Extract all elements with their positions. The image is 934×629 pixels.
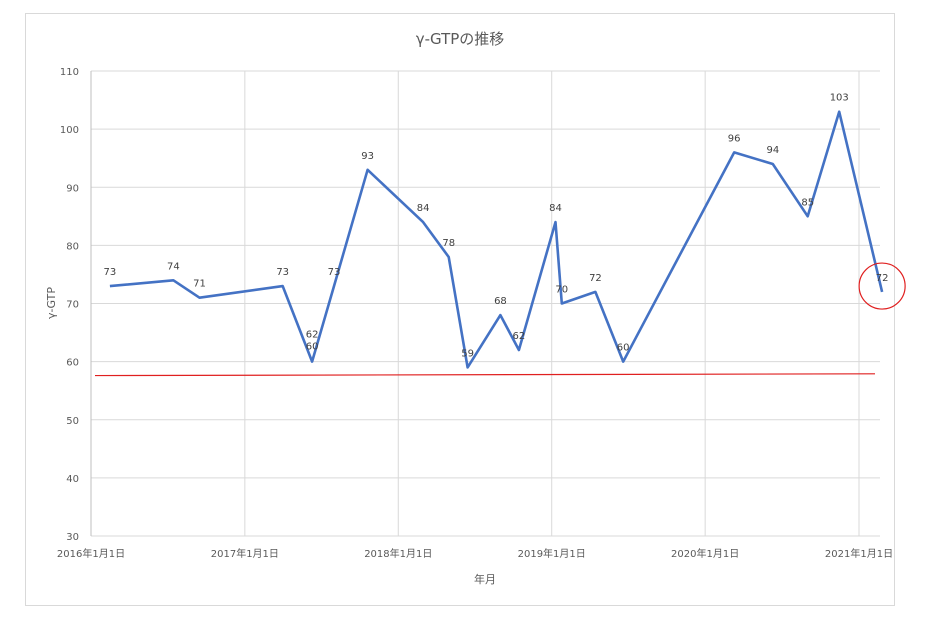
data-label: 73 — [276, 267, 289, 278]
data-label: 94 — [766, 145, 779, 156]
data-label: 103 — [830, 93, 849, 104]
data-label: 78 — [442, 238, 455, 249]
data-label: 60 — [617, 343, 630, 354]
y-tick-labels: 30 40 50 60 70 80 90 100 110 — [60, 67, 79, 543]
y-tick-label: 110 — [60, 67, 79, 78]
x-tick-label: 2017年1月1日 — [211, 547, 279, 560]
x-tick-labels: 2016年1月1日 2017年1月1日 2018年1月1日 2019年1月1日 2020… — [57, 547, 893, 560]
data-label: 96 — [728, 133, 741, 144]
series-group — [109, 110, 884, 369]
data-label: 73 — [328, 267, 341, 278]
data-label: 59 — [461, 348, 474, 359]
highlight-circle — [858, 262, 906, 310]
x-axis-label: 年月 — [474, 572, 496, 586]
data-label: 84 — [549, 203, 562, 214]
series-line — [109, 110, 884, 369]
y-tick-label: 60 — [66, 358, 79, 369]
data-label: 84 — [417, 203, 430, 214]
data-label: 70 — [555, 285, 568, 296]
data-label: 60 — [306, 342, 319, 353]
data-label: 62 — [306, 330, 319, 341]
y-tick-label: 40 — [66, 474, 79, 485]
reference-line — [94, 373, 876, 377]
chart-frame — [25, 13, 895, 606]
y-axis-label: γ-GTP — [45, 287, 58, 319]
x-tick-label: 2021年1月1日 — [825, 547, 893, 560]
data-labels: 7374717362607393847859686284707260969485… — [104, 93, 889, 360]
data-label: 74 — [167, 261, 180, 272]
data-label: 68 — [494, 296, 507, 307]
data-label: 62 — [513, 331, 526, 342]
y-tick-label: 100 — [60, 125, 79, 136]
y-tick-label: 50 — [66, 416, 79, 427]
y-tick-label: 90 — [66, 183, 79, 194]
x-tick-label: 2018年1月1日 — [364, 547, 432, 560]
y-tick-label: 30 — [66, 532, 79, 543]
gridlines — [90, 70, 880, 537]
x-tick-label: 2016年1月1日 — [57, 547, 125, 560]
reference-line-group — [94, 373, 876, 377]
data-label: 93 — [361, 151, 374, 162]
highlight-group — [858, 262, 906, 310]
x-tick-label: 2019年1月1日 — [518, 547, 586, 560]
chart-title: γ-GTPの推移 — [416, 30, 505, 48]
data-label: 72 — [589, 273, 602, 284]
data-label: 71 — [193, 279, 206, 290]
data-label: 85 — [801, 197, 814, 208]
y-tick-label: 70 — [66, 300, 79, 311]
y-tick-label: 80 — [66, 241, 79, 252]
data-label: 72 — [876, 273, 889, 284]
x-tick-label: 2020年1月1日 — [671, 547, 739, 560]
data-label: 73 — [104, 267, 117, 278]
